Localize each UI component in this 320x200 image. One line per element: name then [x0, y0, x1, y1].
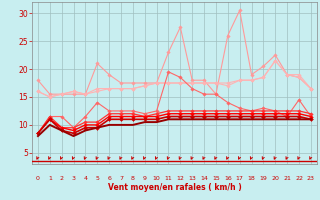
X-axis label: Vent moyen/en rafales ( km/h ): Vent moyen/en rafales ( km/h )	[108, 183, 241, 192]
